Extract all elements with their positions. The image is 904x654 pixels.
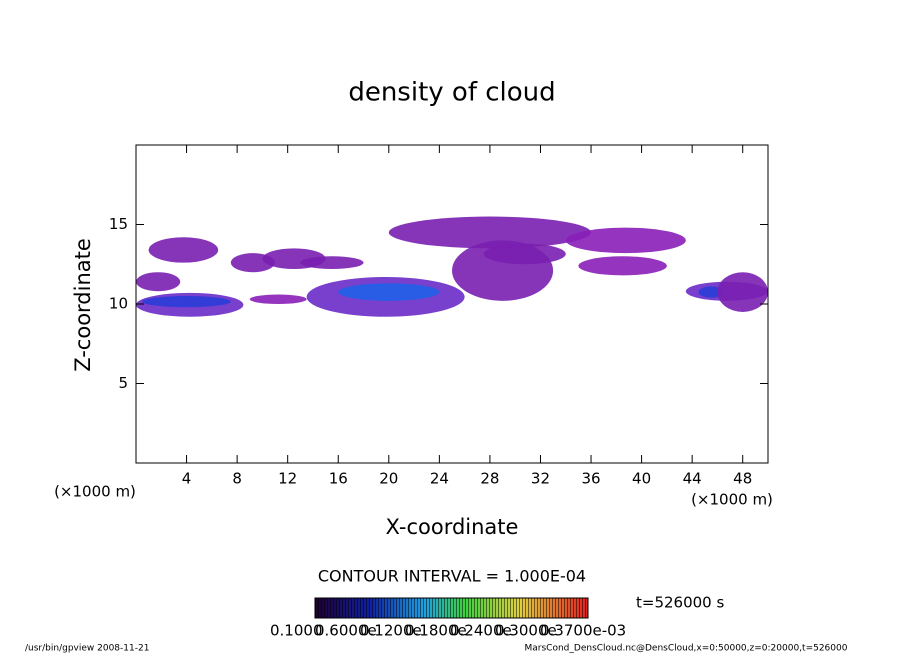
x-unit: (×1000 m) (691, 491, 773, 509)
colorbar-label: 0.1000 (270, 622, 323, 640)
cloud-region (338, 283, 440, 301)
x-tick-label: 12 (278, 470, 297, 488)
y-axis-label: Z-coordinate (71, 238, 95, 372)
x-tick-label: 36 (581, 470, 600, 488)
time-label: t=526000 s (636, 594, 724, 612)
x-tick-label: 32 (531, 470, 550, 488)
x-axis-label: X-coordinate (386, 515, 519, 539)
colorbar-stripes (315, 598, 588, 618)
x-tick-label: 16 (329, 470, 348, 488)
chart-title: density of cloud (348, 78, 555, 108)
x-tick-label: 4 (182, 470, 192, 488)
colorbar-label: 0.6000e (315, 622, 377, 640)
x-tick-label: 28 (480, 470, 499, 488)
y-tick-label: 15 (109, 215, 128, 233)
y-unit: (×1000 m) (54, 483, 136, 501)
x-tick-label: 48 (733, 470, 752, 488)
cloud-region (578, 256, 667, 276)
x-tick-label: 44 (683, 470, 702, 488)
plot-area (136, 216, 768, 317)
x-tick-label: 24 (430, 470, 449, 488)
cloud-region (148, 237, 219, 263)
cloud-region (142, 296, 231, 308)
cloud-region (136, 272, 181, 292)
colorbar-label: 0.3000e (495, 622, 557, 640)
colorbar-label: 0.3700e-03 (540, 622, 626, 640)
cloud-region (565, 227, 686, 254)
footer-left: /usr/bin/gpview 2008-11-21 (25, 644, 149, 654)
cloud-region (717, 272, 768, 312)
cloud-region (249, 294, 307, 305)
y-tick-label: 5 (118, 374, 128, 392)
colorbar-label: 0.1800e (405, 622, 467, 640)
colorbar-label: 0.1200e (360, 622, 422, 640)
contour-interval: CONTOUR INTERVAL = 1.000E-04 (318, 567, 586, 586)
cloud-region (300, 256, 364, 270)
y-tick-label: 10 (109, 295, 128, 313)
x-tick-label: 20 (379, 470, 398, 488)
colorbar-label: 0.2400e (450, 622, 512, 640)
cloud-region (483, 243, 566, 265)
cloud-region (698, 286, 724, 298)
x-tick-label: 40 (632, 470, 651, 488)
footer-right: MarsCond_DensCloud.nc@DensCloud,x=0:5000… (525, 644, 848, 654)
cloud-region (388, 216, 592, 249)
x-tick-label: 8 (232, 470, 242, 488)
